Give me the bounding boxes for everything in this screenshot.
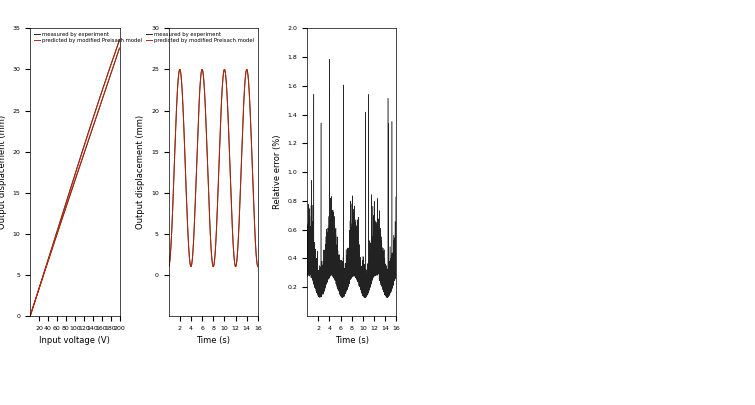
Legend: measured by experiment, predicted by modified Preisach model: measured by experiment, predicted by mod… xyxy=(145,31,255,44)
Y-axis label: Output displacement (mm): Output displacement (mm) xyxy=(137,115,146,229)
Y-axis label: Relative error (%): Relative error (%) xyxy=(273,135,282,209)
X-axis label: Time (s): Time (s) xyxy=(334,336,368,345)
X-axis label: Time (s): Time (s) xyxy=(196,336,230,345)
Y-axis label: Output displacement (mm): Output displacement (mm) xyxy=(0,115,7,229)
X-axis label: Input voltage (V): Input voltage (V) xyxy=(39,336,110,345)
Legend: measured by experiment, predicted by modified Preisach model: measured by experiment, predicted by mod… xyxy=(32,31,143,44)
